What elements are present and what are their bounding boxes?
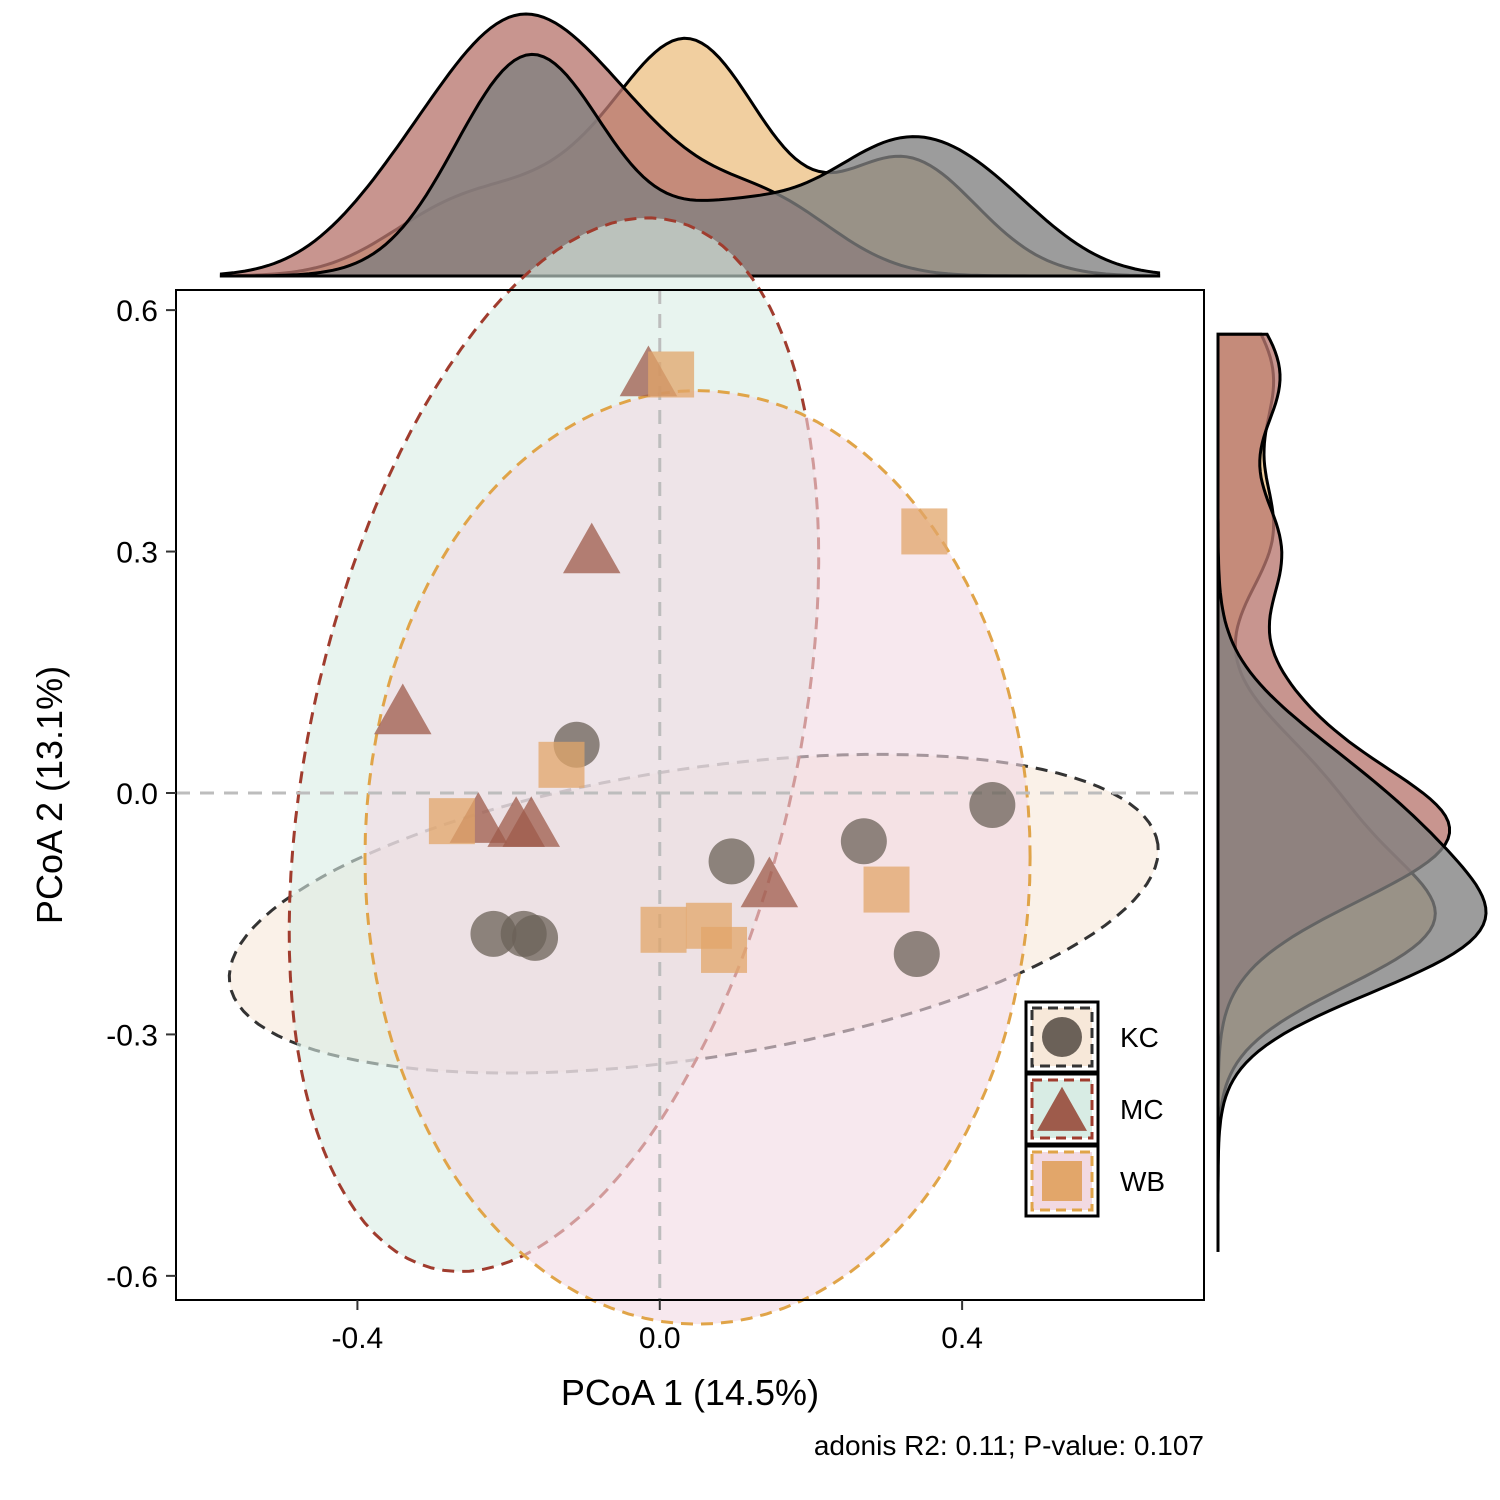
legend-label-kc: KC: [1120, 1022, 1159, 1053]
reference-lines: [176, 290, 1204, 1300]
point-wb-0: [648, 351, 695, 398]
legend: KC MC WB: [1024, 1000, 1165, 1218]
top-density-kc: [221, 52, 1161, 278]
point-wb-2: [538, 741, 585, 788]
right-density-panel: [1216, 332, 1488, 1252]
y-axis: 0.6 0.3 0.0 -0.3 -0.6: [106, 295, 176, 1294]
point-wb-4: [863, 866, 910, 913]
point-kc-4: [893, 930, 940, 977]
y-tick-label: -0.6: [106, 1261, 158, 1294]
x-axis: -0.4 0.0 0.4: [332, 1300, 983, 1355]
plot-border: [175, 289, 1205, 1301]
point-kc-2: [840, 818, 887, 865]
point-mc-1: [562, 522, 621, 574]
legend-symbol-mc: [1037, 1086, 1087, 1131]
point-wb-5: [640, 906, 687, 953]
point-wb-7: [701, 926, 748, 973]
legend-label-mc: MC: [1120, 1094, 1164, 1125]
point-mc-2: [374, 683, 432, 735]
point-kc-1: [969, 782, 1016, 829]
x-tick-label: 0.4: [941, 1322, 983, 1355]
point-wb-1: [901, 508, 948, 555]
point-layer: [374, 345, 1016, 977]
y-tick-label: 0.6: [116, 295, 158, 328]
legend-symbol-kc: [1042, 1017, 1082, 1057]
y-tick-label: 0.0: [116, 778, 158, 811]
y-axis-title: PCoA 2 (13.1%): [29, 666, 70, 924]
legend-symbol-wb: [1042, 1161, 1082, 1201]
x-tick-label: -0.4: [332, 1322, 384, 1355]
top-density-panel: [219, 12, 1161, 278]
x-tick-label: 0.0: [639, 1322, 681, 1355]
right-density-kc: [1216, 334, 1488, 1252]
x-axis-title: PCoA 1 (14.5%): [561, 1372, 819, 1413]
point-mc-5: [502, 796, 561, 847]
ellipse-wb: [363, 389, 1032, 1326]
point-wb-3: [428, 798, 475, 845]
y-tick-label: 0.3: [116, 537, 158, 570]
caption: adonis R2: 0.11; P-value: 0.107: [814, 1430, 1204, 1461]
point-kc-7: [512, 914, 559, 961]
point-kc-3: [708, 838, 755, 885]
y-tick-label: -0.3: [106, 1019, 158, 1052]
point-mc-6: [740, 856, 799, 908]
legend-label-wb: WB: [1120, 1166, 1165, 1197]
